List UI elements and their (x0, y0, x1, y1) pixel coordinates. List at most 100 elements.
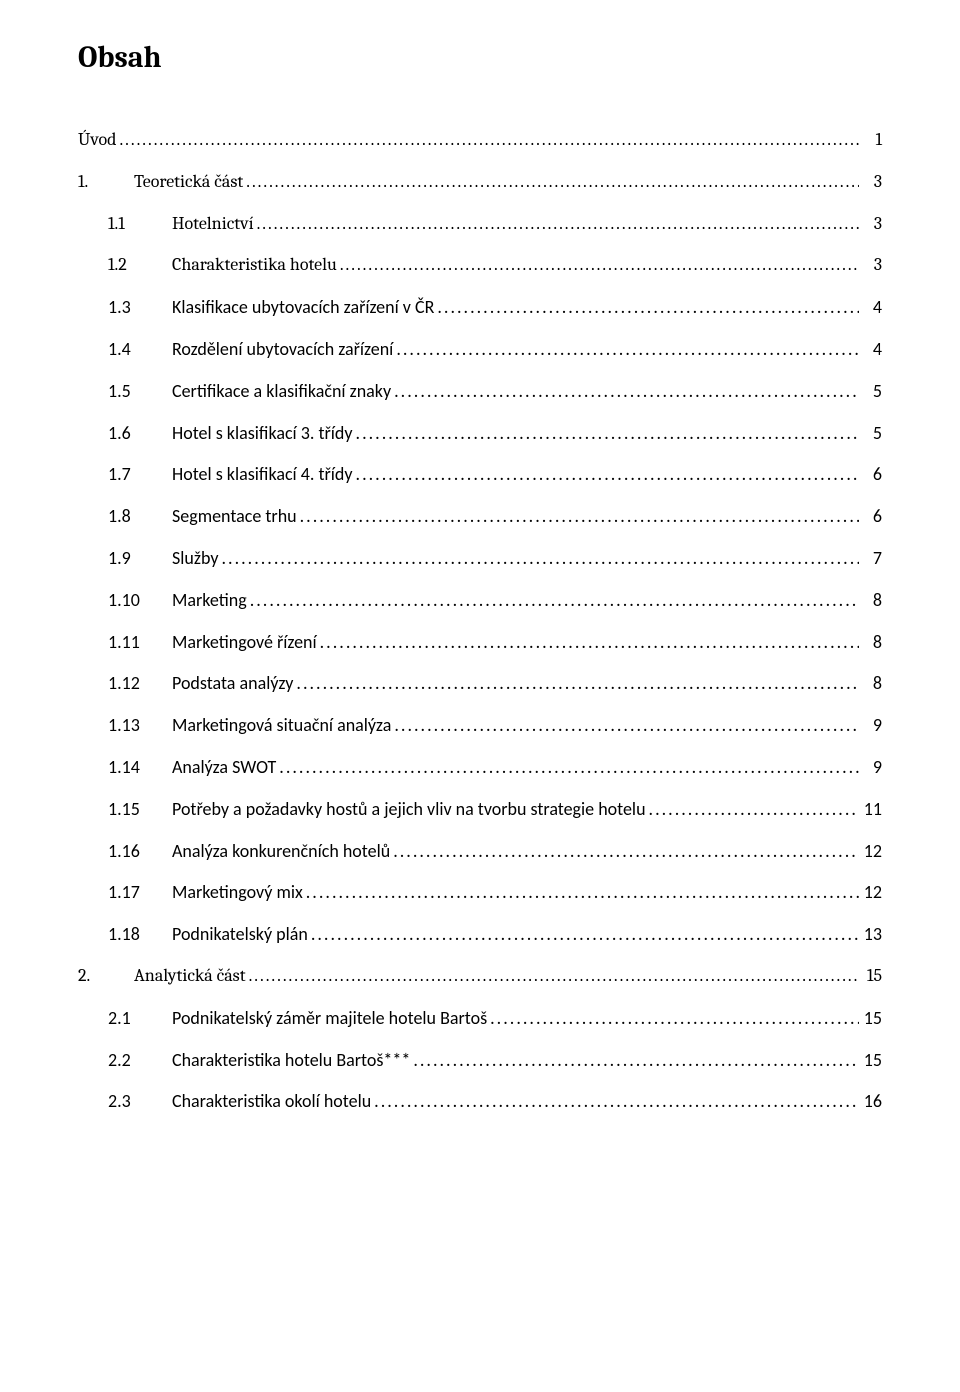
page-title: Obsah (78, 40, 882, 75)
toc-leader-dots (246, 173, 859, 191)
toc-entry-label: Rozdělení ubytovacích zařízení (172, 340, 393, 358)
toc-entry-page: 4 (862, 298, 882, 316)
toc-entry-number: 1.7 (108, 465, 172, 483)
toc-leader-dots (306, 883, 859, 901)
toc-entry-label: Podnikatelský plán (172, 925, 308, 943)
toc-entry: 1.18Podnikatelský plán13 (108, 925, 882, 943)
toc-entry: 2.1Podnikatelský záměr majitele hotelu B… (108, 1009, 882, 1027)
toc-entry-label: Marketingové řízení (172, 633, 317, 651)
toc-leader-dots (296, 674, 859, 692)
toc-entry-label: Teoretická část (134, 173, 243, 191)
toc-entry-page: 7 (862, 549, 882, 567)
toc-entry-page: 9 (862, 758, 882, 776)
toc-entry-label: Charakteristika okolí hotelu (172, 1092, 371, 1110)
toc-entry: 2.2Charakteristika hotelu Bartoš*** 15 (108, 1051, 882, 1069)
toc-entry-number: 1.10 (108, 591, 172, 609)
toc-entry-number: 2.1 (108, 1009, 172, 1027)
toc-entry-page: 3 (862, 215, 882, 233)
toc-entry-page: 8 (862, 591, 882, 609)
toc-entry: 1.8Segmentace trhu 6 (108, 507, 882, 525)
toc-entry-number: 1. (78, 173, 134, 191)
toc-leader-dots (356, 424, 859, 442)
toc-entry-label: Úvod (78, 131, 116, 149)
toc-entry-number: 1.13 (108, 716, 172, 734)
toc-entry-page: 4 (862, 340, 882, 358)
toc-entry-label: Charakteristika hotelu Bartoš*** (172, 1051, 410, 1069)
toc-entry: 1.11Marketingové řízení8 (108, 633, 882, 651)
toc-entry-number: 2.3 (108, 1092, 172, 1110)
toc-leader-dots (250, 591, 859, 609)
toc-entry-page: 3 (862, 173, 882, 191)
toc-entry-number: 1.8 (108, 507, 172, 525)
toc-entry: 2.Analytická část 15 (78, 967, 882, 985)
toc-entry-label: Hotel s klasifikací 3. třídy (172, 424, 353, 442)
toc-leader-dots (490, 1009, 859, 1027)
toc-entry-page: 15 (862, 967, 882, 985)
toc-entry: 1.9Služby7 (108, 549, 882, 567)
toc-entry-page: 13 (862, 925, 882, 943)
toc-entry: 1.12Podstata analýzy 8 (108, 674, 882, 692)
toc-entry-page: 5 (862, 382, 882, 400)
toc-entry-label: Analýza SWOT (172, 758, 276, 776)
toc-entry-label: Segmentace trhu (172, 507, 297, 525)
toc-entry-label: Podnikatelský záměr majitele hotelu Bart… (172, 1009, 487, 1027)
toc-entry-number: 2.2 (108, 1051, 172, 1069)
toc-leader-dots (393, 842, 859, 860)
toc-leader-dots (649, 800, 859, 818)
toc-leader-dots (222, 549, 860, 567)
toc-leader-dots (279, 758, 859, 776)
toc-entry-label: Marketingový mix (172, 883, 303, 901)
toc-leader-dots (394, 382, 859, 400)
toc-leader-dots (437, 298, 859, 316)
toc-entry-label: Podstata analýzy (172, 674, 293, 692)
toc-entry-number: 1.5 (108, 382, 172, 400)
toc-entry-number: 1.12 (108, 674, 172, 692)
toc-entry-number: 1.4 (108, 340, 172, 358)
toc-entry-label: Charakteristika hotelu (172, 256, 337, 274)
toc-entry: 1.6Hotel s klasifikací 3. třídy5 (108, 424, 882, 442)
toc-entry-page: 3 (862, 256, 882, 274)
toc-entry: 1.3Klasifikace ubytovacích zařízení v ČR… (108, 298, 882, 316)
toc-entry-page: 12 (862, 883, 882, 901)
toc-entry-page: 16 (862, 1092, 882, 1110)
toc-leader-dots (119, 131, 859, 149)
toc-entry-label: Certifikace a klasifikační znaky (172, 382, 391, 400)
toc-entry: 1.10Marketing 8 (108, 591, 882, 609)
toc-leader-dots (300, 507, 859, 525)
toc-entry: 2.3Charakteristika okolí hotelu 16 (108, 1092, 882, 1110)
toc-entry: 1.1Hotelnictví3 (108, 215, 882, 233)
toc-entry-number: 1.3 (108, 298, 172, 316)
toc-entry-label: Analytická část (134, 967, 246, 985)
toc-entry-page: 6 (862, 465, 882, 483)
toc-entry-page: 8 (862, 674, 882, 692)
toc-entry-label: Potřeby a požadavky hostů a jejich vliv … (172, 800, 646, 818)
toc-entry: 1.2Charakteristika hotelu 3 (108, 256, 882, 274)
toc-entry-page: 5 (862, 424, 882, 442)
toc-entry-label: Marketing (172, 591, 247, 609)
toc-entry-page: 11 (862, 800, 882, 818)
toc-leader-dots (311, 925, 859, 943)
toc-leader-dots (257, 215, 859, 233)
toc-entry-label: Analýza konkurenčních hotelů (172, 842, 390, 860)
toc-entry-label: Hotel s klasifikací 4. třídy (172, 465, 353, 483)
toc-entry-page: 6 (862, 507, 882, 525)
toc-entry-number: 1.17 (108, 883, 172, 901)
toc-entry: 1.17Marketingový mix 12 (108, 883, 882, 901)
toc-entry: 1.5Certifikace a klasifikační znaky 5 (108, 382, 882, 400)
toc-entry-number: 1.11 (108, 633, 172, 651)
toc-entry-number: 2. (78, 967, 134, 985)
toc-entry-number: 1.16 (108, 842, 172, 860)
toc-entry-number: 1.15 (108, 800, 172, 818)
toc-entry: 1.Teoretická část 3 (78, 173, 882, 191)
toc-leader-dots (356, 465, 859, 483)
toc-entry-number: 1.9 (108, 549, 172, 567)
toc-leader-dots (340, 256, 859, 274)
toc-entry: 1.13Marketingová situační analýza9 (108, 716, 882, 734)
toc-entry: 1.7Hotel s klasifikací 4. třídy 6 (108, 465, 882, 483)
toc-leader-dots (394, 716, 859, 734)
toc-entry: 1.4Rozdělení ubytovacích zařízení 4 (108, 340, 882, 358)
toc-entry-page: 12 (862, 842, 882, 860)
toc-entry-number: 1.2 (108, 256, 172, 274)
toc-entry-page: 15 (862, 1051, 882, 1069)
toc-leader-dots (249, 967, 859, 985)
